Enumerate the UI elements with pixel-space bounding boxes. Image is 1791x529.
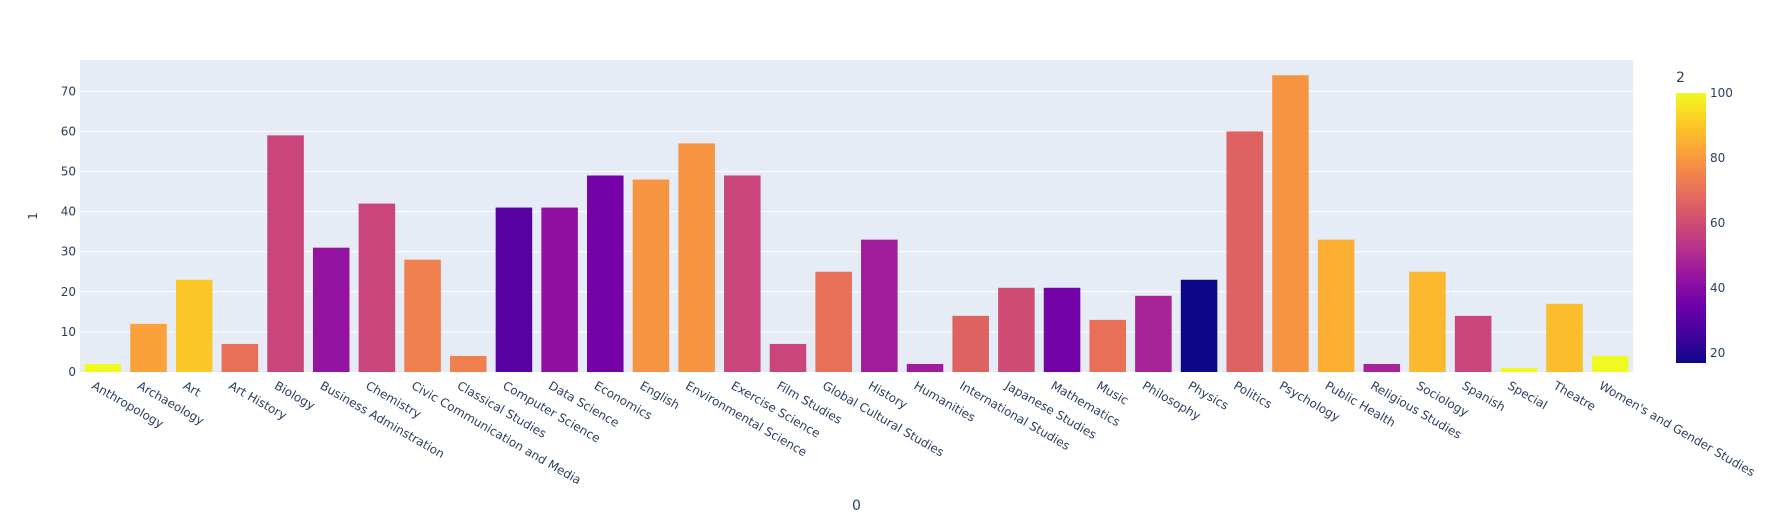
bar[interactable]: [404, 259, 441, 372]
x-tick-label: Politics: [1231, 378, 1274, 411]
bar[interactable]: [678, 143, 715, 372]
bar[interactable]: [267, 135, 304, 372]
bar[interactable]: [449, 355, 487, 372]
y-tick-label: 40: [61, 205, 76, 219]
x-tick-label: Special: [1505, 378, 1549, 412]
y-tick-label: 60: [61, 124, 76, 138]
colorbar-tick-label: 100: [1710, 86, 1733, 100]
bar[interactable]: [1591, 355, 1629, 372]
bar[interactable]: [724, 175, 761, 372]
bar[interactable]: [358, 203, 396, 372]
bar[interactable]: [1089, 319, 1126, 372]
bar[interactable]: [1043, 287, 1081, 372]
bar[interactable]: [1226, 131, 1264, 372]
bar[interactable]: [815, 271, 852, 372]
bar[interactable]: [861, 239, 898, 372]
y-tick-label: 10: [61, 325, 76, 339]
y-tick-label: 30: [61, 245, 76, 259]
y-axis-title: 1: [26, 212, 40, 220]
colorbar: [1676, 93, 1706, 363]
y-axis-ticks: 0 10 20 30 40 50 60 70: [61, 84, 76, 379]
bar[interactable]: [1454, 315, 1492, 372]
bar[interactable]: [1409, 271, 1446, 372]
bar[interactable]: [312, 247, 350, 372]
bar[interactable]: [495, 207, 533, 372]
colorbar-tick-label: 60: [1710, 216, 1725, 230]
bar[interactable]: [84, 363, 122, 372]
y-tick-label: 50: [61, 164, 76, 178]
y-tick-label: 20: [61, 285, 76, 299]
x-tick-label: Art: [181, 378, 204, 399]
bar[interactable]: [541, 207, 578, 372]
colorbar-title: 2: [1676, 70, 1685, 86]
x-tick-label: Theatre: [1550, 378, 1598, 414]
bar[interactable]: [587, 175, 624, 372]
bar[interactable]: [769, 343, 807, 372]
colorbar-tick-label: 20: [1710, 346, 1725, 360]
bar[interactable]: [1363, 363, 1401, 372]
bar[interactable]: [1317, 239, 1355, 372]
bar[interactable]: [1500, 367, 1538, 372]
x-tick-label: Women's and Gender Studies: [1597, 378, 1758, 479]
colorbar-ticks: 20 40 60 80 100: [1710, 86, 1733, 360]
bar[interactable]: [952, 315, 989, 372]
colorbar-tick-label: 80: [1710, 151, 1725, 165]
y-tick-label: 70: [61, 84, 76, 98]
bar[interactable]: [175, 279, 213, 372]
bar[interactable]: [906, 363, 944, 372]
bar[interactable]: [632, 179, 670, 372]
bar[interactable]: [1135, 295, 1172, 372]
bar[interactable]: [998, 287, 1035, 372]
y-tick-label: 0: [68, 365, 76, 379]
bar[interactable]: [1180, 279, 1218, 372]
bar[interactable]: [1546, 303, 1583, 372]
bar[interactable]: [221, 343, 259, 372]
x-axis-title: 0: [852, 498, 861, 514]
colorbar-tick-label: 40: [1710, 281, 1725, 295]
bars: [84, 75, 1629, 372]
bar[interactable]: [130, 323, 167, 372]
bar[interactable]: [1272, 75, 1309, 372]
